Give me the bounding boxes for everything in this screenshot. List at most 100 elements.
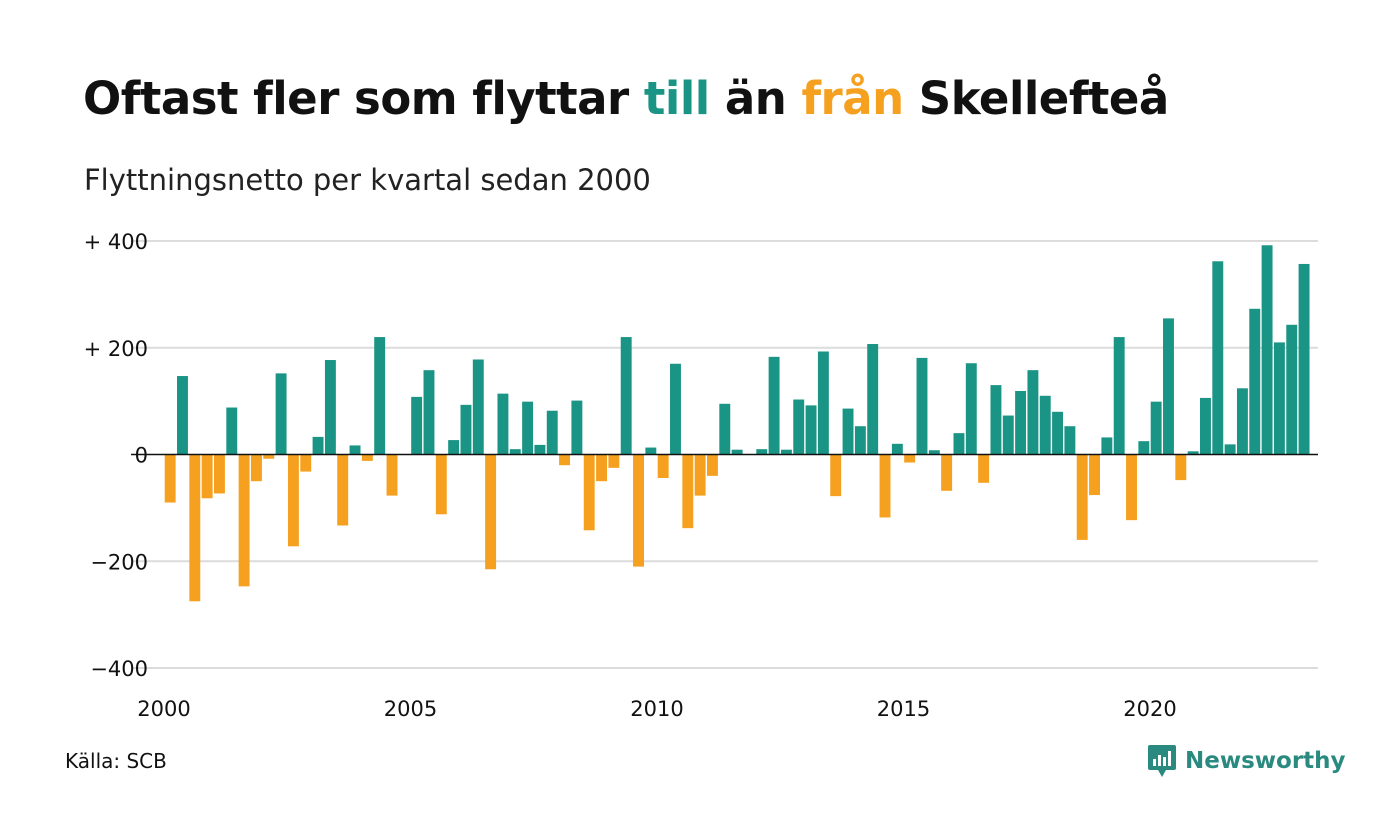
y-tick-label: + 400 [84, 230, 148, 254]
bar [756, 449, 768, 455]
bar [583, 454, 595, 531]
bar [1187, 451, 1199, 455]
bar [842, 408, 854, 455]
bar [423, 370, 435, 455]
bar [522, 401, 534, 455]
bar [657, 454, 669, 478]
bar [854, 426, 866, 455]
bar [941, 454, 953, 491]
bar [324, 360, 336, 455]
bar [1212, 261, 1224, 455]
bar [645, 447, 657, 455]
bar [793, 399, 805, 455]
bar [768, 356, 780, 455]
bar [497, 393, 509, 455]
y-tick-label: + 200 [84, 337, 148, 361]
bar [287, 454, 299, 547]
bar [263, 454, 275, 459]
bar [534, 444, 546, 455]
bar [830, 454, 842, 497]
y-tick-label: −400 [90, 657, 148, 681]
bar [707, 454, 718, 476]
y-axis-labels: + 400 + 200 0 −200 −400 [84, 230, 148, 681]
bar [349, 445, 361, 455]
bar [250, 454, 262, 482]
bar [300, 454, 312, 472]
bar [1236, 388, 1248, 455]
x-tick-label: 2015 [877, 697, 930, 721]
bar [411, 396, 423, 455]
bar [879, 454, 891, 518]
bar [1089, 454, 1100, 496]
bar [805, 405, 817, 455]
title-end: Skellefteå [903, 72, 1170, 125]
bar [1027, 370, 1039, 455]
bar [460, 404, 472, 455]
bar [1138, 441, 1150, 455]
brand-name: Newsworthy [1185, 748, 1346, 774]
bar [226, 407, 238, 455]
chart-title: Oftast fler som flyttar till än från Ske… [83, 72, 1169, 125]
bar [978, 454, 990, 483]
bar [214, 454, 225, 494]
bar [928, 450, 940, 455]
bar [1249, 308, 1261, 455]
bar [337, 454, 349, 526]
title-mid: än [709, 72, 802, 125]
bar [719, 403, 731, 455]
bar [1261, 245, 1273, 455]
bar [571, 400, 583, 455]
brand-logo: Newsworthy [1147, 744, 1346, 778]
bar [1163, 318, 1174, 455]
bar [1039, 395, 1051, 455]
chart-subtitle: Flyttningsnetto per kvartal sedan 2000 [84, 163, 651, 197]
bar [1175, 454, 1187, 481]
bar [201, 454, 213, 499]
bar [1298, 263, 1310, 455]
bar [177, 376, 188, 455]
bar [546, 410, 558, 455]
bar [916, 357, 928, 455]
bar [1200, 397, 1211, 455]
bar [904, 454, 916, 463]
bar [780, 449, 792, 455]
bar [1224, 444, 1236, 455]
x-tick-label: 2000 [137, 697, 190, 721]
x-tick-label: 2010 [630, 697, 683, 721]
bar [1101, 437, 1113, 455]
bar [682, 454, 694, 529]
newsworthy-icon [1148, 745, 1176, 777]
bar [990, 385, 1002, 455]
x-axis-labels: 2000 2005 2010 2015 2020 [137, 697, 1176, 721]
bar [1150, 401, 1162, 455]
bar [694, 454, 706, 496]
bar [953, 433, 965, 455]
source-note: Källa: SCB [65, 749, 167, 773]
bar [509, 449, 521, 455]
bar [817, 351, 829, 455]
bar [596, 454, 607, 482]
bar [435, 454, 447, 515]
bar [386, 454, 398, 496]
bar [472, 359, 484, 455]
bar [731, 449, 743, 455]
bar [633, 454, 644, 567]
bar [1286, 324, 1298, 455]
x-tick-label: 2005 [384, 697, 437, 721]
y-tick-label: −200 [90, 550, 148, 574]
bar [1064, 426, 1076, 455]
bars [164, 245, 1310, 602]
bar-chart: + 400 + 200 0 −200 −400 2000 2005 2010 2015 2020 [84, 230, 1318, 721]
bar [559, 454, 571, 466]
bar [1076, 454, 1088, 540]
bar [361, 454, 373, 461]
gridlines [131, 240, 1318, 669]
bar [1052, 411, 1064, 455]
bar [238, 454, 250, 587]
bar [448, 440, 460, 455]
bar [608, 454, 620, 468]
bar [374, 337, 386, 455]
title-part-1: Oftast fler som flyttar [83, 72, 644, 125]
bar [1273, 342, 1285, 455]
bar [867, 344, 879, 455]
